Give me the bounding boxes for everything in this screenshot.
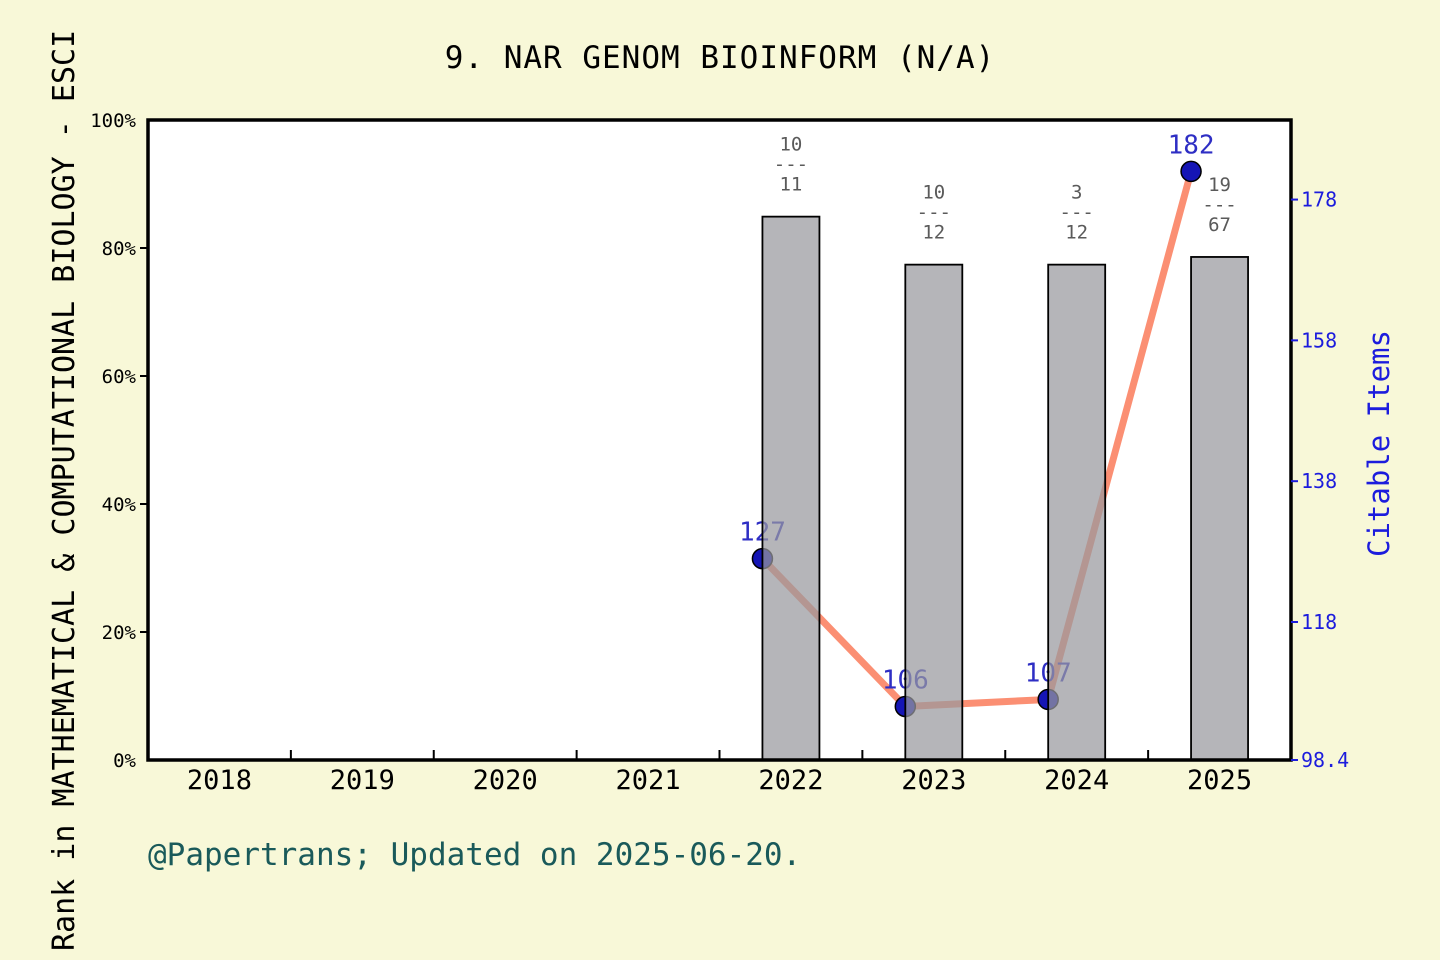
right-tick-label-118: 118 bbox=[1301, 610, 1337, 634]
fraction-den-2022: 11 bbox=[779, 174, 802, 196]
fraction-den-2025: 67 bbox=[1208, 214, 1231, 236]
x-tick-label-2021: 2021 bbox=[616, 765, 681, 796]
bar-2023 bbox=[904, 263, 964, 761]
left-tick-label-20: 20% bbox=[102, 622, 137, 644]
right-axis-title: Citable Items bbox=[1362, 330, 1396, 557]
fraction-bar-2024: --- bbox=[1060, 202, 1094, 224]
left-tick-label-0: 0% bbox=[113, 750, 136, 772]
x-tick-label-2022: 2022 bbox=[758, 765, 823, 796]
fraction-num-2022: 10 bbox=[779, 134, 802, 156]
left-tick-label-80: 80% bbox=[102, 238, 137, 260]
bar-2025 bbox=[1190, 256, 1249, 761]
point-label-2025: 182 bbox=[1168, 130, 1215, 160]
left-tick-label-100: 100% bbox=[90, 110, 136, 132]
fraction-num-2023: 10 bbox=[922, 182, 945, 204]
fraction-num-2025: 19 bbox=[1208, 174, 1231, 196]
bar-2022 bbox=[761, 215, 821, 761]
data-point-2025 bbox=[1180, 160, 1202, 183]
left-axis-title: Rank in MATHEMATICAL & COMPUTATIONAL BIO… bbox=[47, 29, 82, 951]
x-tick-label-2023: 2023 bbox=[901, 765, 966, 796]
bar-2024 bbox=[1047, 263, 1107, 761]
x-tick-label-2019: 2019 bbox=[330, 765, 395, 796]
fraction-bar-2023: --- bbox=[917, 202, 951, 224]
citable-items-line bbox=[758, 167, 1195, 710]
fraction-den-2023: 12 bbox=[922, 222, 945, 244]
x-tick-label-2020: 2020 bbox=[473, 765, 538, 796]
fraction-bar-2022: --- bbox=[774, 154, 808, 176]
chart-title: 9. NAR GENOM BIOINFORM (N/A) bbox=[444, 40, 996, 76]
x-tick-label-2024: 2024 bbox=[1044, 765, 1109, 796]
right-tick-label-min: 98.4 bbox=[1301, 748, 1349, 772]
left-tick-label-40: 40% bbox=[102, 494, 137, 516]
footer-credit: @Papertrans; Updated on 2025-06-20. bbox=[148, 837, 802, 873]
fraction-den-2024: 12 bbox=[1065, 222, 1088, 244]
right-tick-label-138: 138 bbox=[1301, 469, 1337, 493]
left-tick-label-60: 60% bbox=[102, 366, 137, 388]
x-tick-label-2018: 2018 bbox=[187, 765, 252, 796]
right-tick-label-158: 158 bbox=[1301, 328, 1337, 352]
right-tick-label-178: 178 bbox=[1301, 188, 1337, 212]
fraction-bar-2025: --- bbox=[1202, 194, 1236, 216]
fraction-num-2024: 3 bbox=[1071, 182, 1082, 204]
x-tick-label-2025: 2025 bbox=[1187, 765, 1252, 796]
